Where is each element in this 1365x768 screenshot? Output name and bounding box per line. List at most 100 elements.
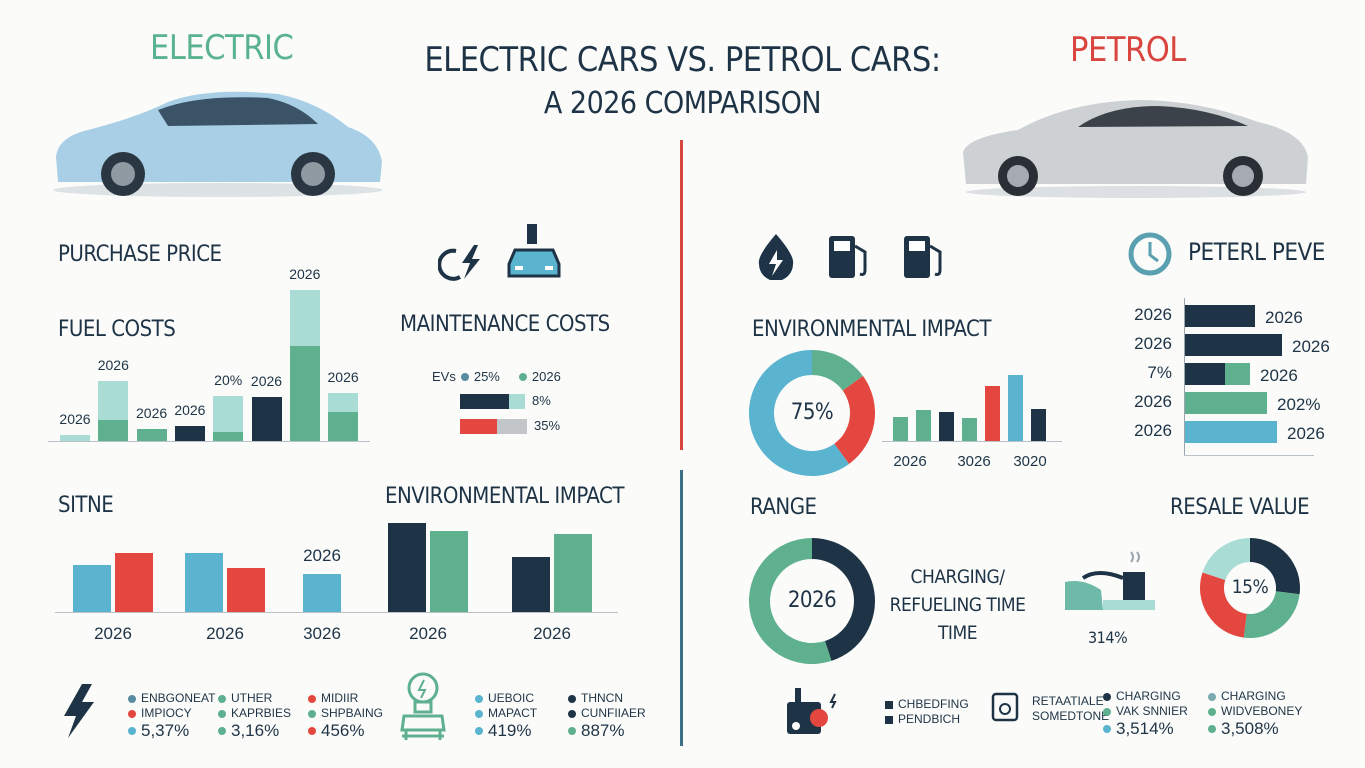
tick-label: 2026 [893, 453, 927, 470]
legend-column: CHBEDFING PENDBICH [885, 697, 969, 727]
resale-value-donut [1200, 538, 1300, 638]
legend-text: ENBGONEAT [141, 691, 216, 705]
bar [251, 397, 282, 441]
divider-bottom [680, 470, 683, 746]
legend-text: 456% [321, 721, 365, 740]
charging-line: REFUELING TIME [889, 594, 1026, 616]
legend-column: ENBGONEAT IMPIOCY 5,37% [128, 691, 215, 741]
legend-dot [1103, 725, 1111, 733]
legend-label: 2026 [531, 369, 561, 384]
donut-slice [834, 375, 875, 464]
legend-item: CUNFIIAER [568, 706, 646, 721]
bar [1225, 363, 1250, 385]
legend-item: UTHER [218, 691, 291, 706]
page-title: ELECTRIC CARS VS. PETROL CARS: [424, 40, 941, 80]
legend-item: MIDIIR [308, 691, 383, 706]
clock-icon [1128, 232, 1172, 276]
bar [60, 434, 90, 441]
grouped-bar-chart: 2026 2026 3026 2026 2026 2026 [55, 500, 618, 643]
fuel-costs-heading: FUEL COSTS [58, 317, 176, 342]
tick-label: 2026 [94, 624, 132, 643]
row-label: 2026 [1134, 334, 1172, 353]
legend-text: 5,37% [141, 721, 190, 740]
donut-slice [812, 350, 863, 391]
bar [213, 431, 244, 441]
legend-text: 419% [488, 721, 532, 740]
environmental-impact-heading: ENVIRONMENTAL IMPACT [752, 317, 991, 342]
legend-text: MIDIIR [321, 691, 359, 705]
legend-label: EVs [432, 369, 456, 384]
tick-label: 3020 [1013, 453, 1047, 470]
donut-center-label: 75% [790, 400, 834, 425]
charging-car-icon [507, 224, 561, 278]
legend-text: CHBEDFING [898, 697, 969, 711]
legend-item: THNCN [568, 691, 646, 706]
maintenance-legend: EVs 25% 2026 [432, 369, 561, 384]
donut-slice [1202, 538, 1250, 580]
hbar-axis [1184, 298, 1185, 456]
legend-dot [128, 727, 136, 735]
value-label: 2026 [1265, 308, 1303, 327]
fuel-pump-icon [904, 236, 942, 278]
bar [185, 553, 223, 612]
legend-text: CHARGING [1221, 689, 1286, 703]
legend-dot [568, 694, 576, 703]
legend-dot [308, 727, 316, 735]
value-label: 2026 [1292, 337, 1330, 356]
row-label: 2026 [1134, 305, 1172, 324]
legend-dot [475, 727, 483, 735]
petrol-car-image [963, 100, 1308, 198]
legend-item: SHPBAING [308, 706, 383, 721]
bar [985, 386, 1000, 441]
bar [1008, 375, 1023, 441]
legend-text: 887% [581, 721, 625, 740]
bulb-charger-icon [400, 672, 446, 740]
bar [213, 395, 244, 432]
bar [1185, 392, 1267, 414]
data-label: 2026 [303, 546, 341, 565]
donut-slice [1243, 591, 1300, 638]
charging-time-label: CHARGING/ REFUELING TIME TIME [880, 563, 1035, 647]
range-donut [749, 538, 875, 664]
legend-item: IMPIOCY [128, 706, 215, 721]
bar [289, 290, 320, 346]
legend-item: KAPRBIES [218, 706, 291, 721]
bar [460, 419, 497, 434]
legend-column: THNCN CUNFIIAER 887% [568, 691, 646, 741]
legend-item: MAPACT [475, 706, 537, 721]
legend-item: VAK SNNIER [1103, 704, 1188, 719]
legend-column: UEBOIC MAPACT 419% [475, 691, 537, 741]
donut-slice [749, 538, 832, 664]
electric-heading: ELECTRIC [150, 28, 294, 68]
bar [1031, 409, 1046, 441]
lock-box-icon [991, 692, 1019, 722]
legend-text: 3,514% [1116, 719, 1174, 738]
data-label: 2026 [289, 266, 321, 282]
bar [303, 574, 341, 612]
legend-text: UTHER [231, 691, 273, 705]
lightning-icon [64, 684, 94, 738]
legend-column: UTHER KAPRBIES 3,16% [218, 691, 291, 741]
value-label: 2026 [1260, 366, 1298, 385]
bar [1185, 334, 1282, 356]
bar [98, 419, 129, 441]
legend-dot [1208, 725, 1216, 733]
tick-label: 3026 [303, 624, 341, 643]
bar [388, 523, 426, 612]
legend-item: CHARGING [1103, 689, 1188, 704]
legend-text: MAPACT [488, 706, 538, 720]
legend-text: CHARGING [1116, 689, 1181, 703]
legend-item: CHBEDFING [885, 697, 969, 712]
data-label: 2026 [59, 410, 91, 427]
tick-label: 2026 [206, 624, 244, 643]
legend-column: CHARGING WIDVEBONEY 3,508% [1208, 689, 1302, 739]
legend-dot [308, 694, 316, 703]
legend-dot [1103, 707, 1111, 716]
bar [1185, 421, 1277, 443]
fuel-station-icon [1065, 551, 1155, 610]
legend-dot [128, 694, 136, 703]
bar [1185, 363, 1225, 385]
bar [460, 394, 509, 409]
station-value: 314% [1088, 628, 1128, 647]
legend-text: 3,16% [231, 721, 280, 740]
